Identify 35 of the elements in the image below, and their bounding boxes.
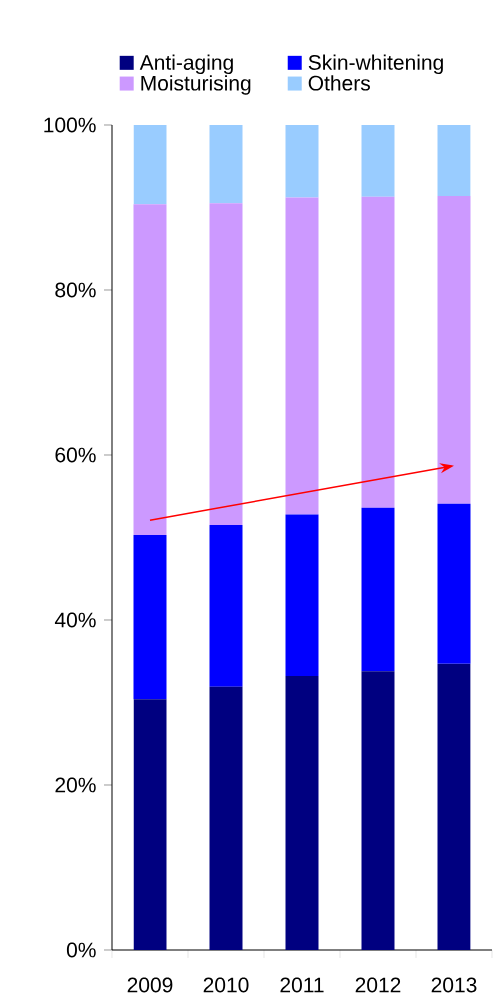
legend-label: Skin-whitening xyxy=(308,54,443,75)
bar xyxy=(285,676,319,950)
x-tick-label: 2011 xyxy=(280,977,324,993)
y-tick-label: 100% xyxy=(44,117,96,133)
x-tick-label: 2013 xyxy=(431,977,477,993)
y-tick-label: 80% xyxy=(55,282,96,298)
y-tick-label: 0% xyxy=(66,942,96,958)
bar xyxy=(437,195,471,504)
bar xyxy=(209,686,243,950)
bar xyxy=(133,204,167,536)
bar xyxy=(285,514,319,677)
bar xyxy=(437,503,471,664)
bar xyxy=(209,203,243,526)
x-tick-label: 2009 xyxy=(127,977,173,993)
bar xyxy=(209,124,243,204)
bar xyxy=(437,663,471,950)
y-tick-label: 60% xyxy=(55,447,96,463)
bar xyxy=(285,197,319,515)
bar xyxy=(361,196,395,508)
bar xyxy=(361,124,395,197)
bar xyxy=(209,525,243,687)
bar xyxy=(285,124,319,198)
y-tick-label: 20% xyxy=(55,777,96,793)
legend-label: Moisturising xyxy=(141,75,251,95)
y-tick-label: 40% xyxy=(54,612,96,628)
x-tick-label: 2010 xyxy=(203,977,249,993)
bar xyxy=(133,124,167,205)
bar xyxy=(133,535,167,700)
bar xyxy=(361,507,395,672)
bar xyxy=(437,124,471,196)
bar xyxy=(361,671,395,950)
bar xyxy=(133,699,167,950)
legend-label: Others xyxy=(308,75,370,91)
legend-label: Anti-aging xyxy=(139,54,233,75)
x-tick-label: 2012 xyxy=(355,977,401,993)
